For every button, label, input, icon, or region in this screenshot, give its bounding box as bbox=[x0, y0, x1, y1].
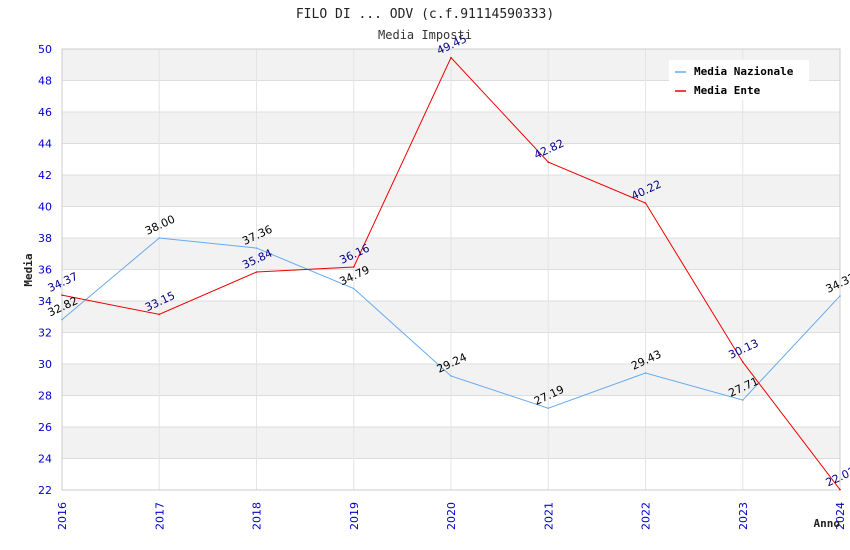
y-tick-label: 38 bbox=[38, 232, 52, 245]
y-tick-label: 32 bbox=[38, 327, 52, 340]
x-tick-label: 2021 bbox=[542, 502, 555, 530]
data-point bbox=[839, 295, 841, 297]
y-tick-label: 34 bbox=[38, 295, 52, 308]
data-point bbox=[352, 287, 355, 290]
y-tick-label: 42 bbox=[38, 169, 52, 182]
data-point bbox=[158, 237, 161, 239]
x-tick-label: 2017 bbox=[153, 502, 166, 530]
legend: Media Nazionale Media Ente bbox=[669, 60, 809, 100]
y-tick-label: 48 bbox=[38, 75, 52, 88]
x-tick-label: 2022 bbox=[640, 502, 653, 530]
data-point bbox=[255, 271, 258, 273]
series-lines bbox=[61, 56, 841, 491]
data-point bbox=[741, 361, 744, 363]
legend-label-media-ente: Media Ente bbox=[694, 84, 761, 97]
plot-frame bbox=[61, 48, 841, 491]
y-tick-label: 46 bbox=[38, 106, 52, 119]
y-axis-ticks: 22 24 26 28 30 32 34 36 38 40 42 44 46 48 50 bbox=[38, 43, 52, 497]
x-tick-label: 2016 bbox=[56, 502, 69, 530]
chart-title: FILO DI ... ODV (c.f.91114590333) bbox=[296, 7, 554, 22]
data-point bbox=[61, 294, 63, 296]
y-tick-label: 36 bbox=[38, 264, 52, 277]
y-tick-label: 24 bbox=[38, 453, 52, 466]
data-point bbox=[547, 161, 550, 163]
y-tick-label: 30 bbox=[38, 358, 52, 371]
data-point bbox=[644, 202, 647, 204]
legend-box bbox=[669, 60, 809, 100]
y-tick-label: 22 bbox=[38, 484, 52, 497]
x-tick-label: 2018 bbox=[251, 502, 264, 530]
data-point bbox=[450, 375, 452, 377]
y-axis-label: Media bbox=[22, 253, 35, 286]
x-axis-label: Anno bbox=[814, 517, 841, 530]
x-axis-ticks: 2016 2017 2018 2019 2020 2021 2022 2023 2024 bbox=[56, 502, 847, 530]
data-point bbox=[644, 372, 647, 374]
data-point bbox=[741, 399, 744, 401]
y-tick-label: 44 bbox=[38, 138, 52, 151]
data-point bbox=[352, 266, 355, 268]
data-point bbox=[158, 313, 161, 316]
legend-label-media-nazionale: Media Nazionale bbox=[694, 65, 794, 78]
x-tick-label: 2019 bbox=[348, 502, 361, 530]
data-point bbox=[61, 318, 63, 321]
y-tick-label: 28 bbox=[38, 390, 52, 403]
x-tick-label: 2023 bbox=[737, 502, 750, 530]
data-point bbox=[255, 247, 258, 249]
x-tick-label: 2024 bbox=[834, 502, 847, 530]
y-tick-label: 40 bbox=[38, 201, 52, 214]
data-point bbox=[450, 56, 452, 59]
chart-subtitle: Media Imposti bbox=[378, 28, 472, 42]
y-tick-label: 26 bbox=[38, 421, 52, 434]
x-tick-label: 2020 bbox=[445, 502, 458, 530]
data-point bbox=[547, 407, 550, 410]
y-tick-label: 50 bbox=[38, 43, 52, 56]
data-point bbox=[839, 488, 841, 491]
